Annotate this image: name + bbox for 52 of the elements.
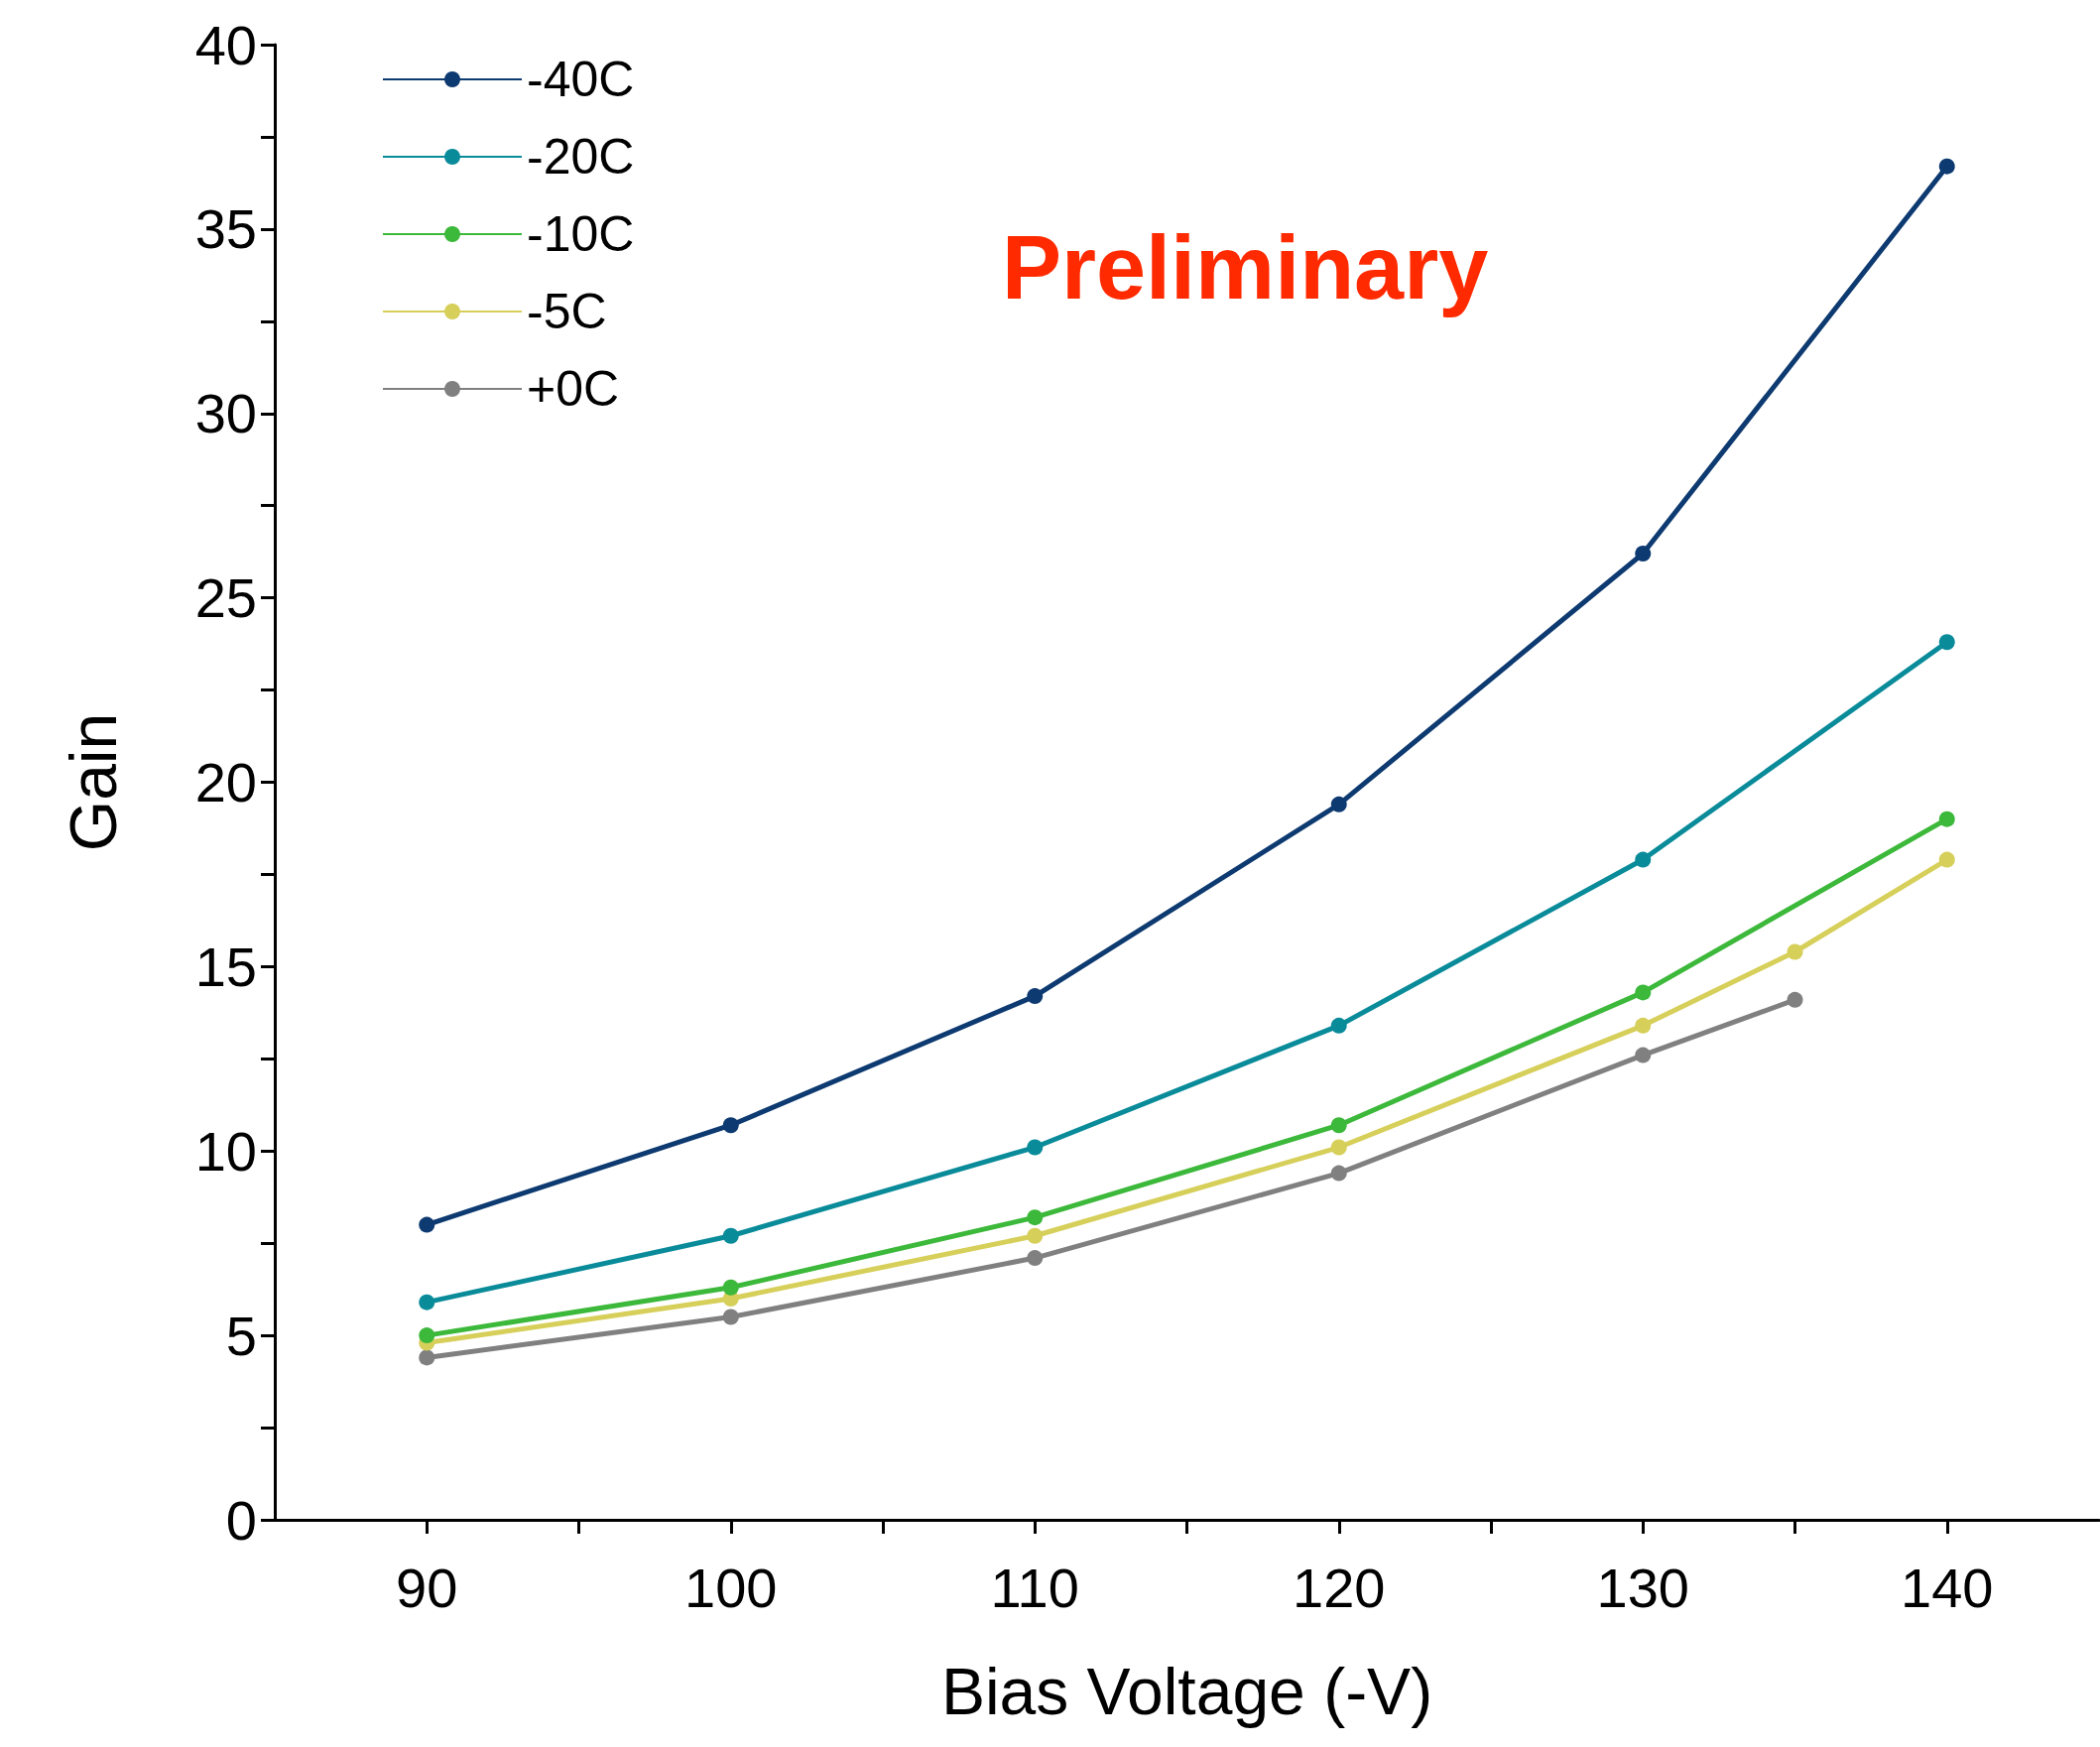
- y-tick-label: 0: [225, 1488, 257, 1552]
- point: [1635, 1017, 1652, 1034]
- legend-label: -10C: [527, 206, 635, 262]
- point: [1787, 991, 1803, 1008]
- x-tick-label: 110: [990, 1556, 1079, 1619]
- y-tick-label: 20: [194, 751, 257, 813]
- point: [1027, 1209, 1044, 1226]
- point: [1938, 811, 1955, 827]
- y-axis-title: Gain: [57, 712, 130, 852]
- point: [1027, 988, 1044, 1005]
- y-tick-label: 25: [194, 566, 257, 630]
- point: [1635, 851, 1652, 868]
- point: [419, 1327, 435, 1344]
- point: [1027, 1250, 1044, 1267]
- legend-label: -40C: [527, 52, 635, 107]
- point: [1330, 1165, 1347, 1182]
- point: [419, 1349, 435, 1366]
- y-tick-label: 40: [194, 13, 257, 76]
- point: [722, 1227, 739, 1244]
- point: [1027, 1139, 1044, 1156]
- legend-label: +0C: [527, 361, 620, 417]
- point: [1635, 1047, 1652, 1063]
- point: [722, 1279, 739, 1296]
- x-tick-label: 90: [396, 1556, 458, 1619]
- point: [1938, 634, 1955, 651]
- x-tick-label: 140: [1901, 1556, 1994, 1619]
- annotation: Preliminary: [1002, 218, 1489, 317]
- point: [1027, 1227, 1044, 1244]
- point: [1330, 1139, 1347, 1156]
- point: [1787, 943, 1803, 960]
- y-tick-label: 5: [225, 1304, 257, 1367]
- y-tick-label: 30: [194, 382, 257, 445]
- point: [1938, 158, 1955, 175]
- point: [1330, 1017, 1347, 1034]
- point: [1635, 546, 1652, 562]
- point: [1330, 796, 1347, 812]
- point: [419, 1294, 435, 1310]
- point: [1938, 851, 1955, 868]
- point: [419, 1216, 435, 1233]
- x-tick-label: 120: [1293, 1556, 1386, 1619]
- x-tick-label: 100: [684, 1556, 778, 1619]
- legend-label: -20C: [527, 129, 635, 185]
- legend-label: -5C: [527, 284, 607, 339]
- point: [1330, 1117, 1347, 1134]
- point: [722, 1117, 739, 1134]
- y-tick-label: 10: [194, 1119, 257, 1183]
- y-tick-label: 35: [194, 197, 257, 261]
- x-axis-title: Bias Voltage (-V): [940, 1655, 1433, 1728]
- x-tick-label: 130: [1596, 1556, 1689, 1619]
- point: [1635, 984, 1652, 1001]
- y-tick-label: 15: [194, 935, 257, 998]
- point: [722, 1309, 739, 1325]
